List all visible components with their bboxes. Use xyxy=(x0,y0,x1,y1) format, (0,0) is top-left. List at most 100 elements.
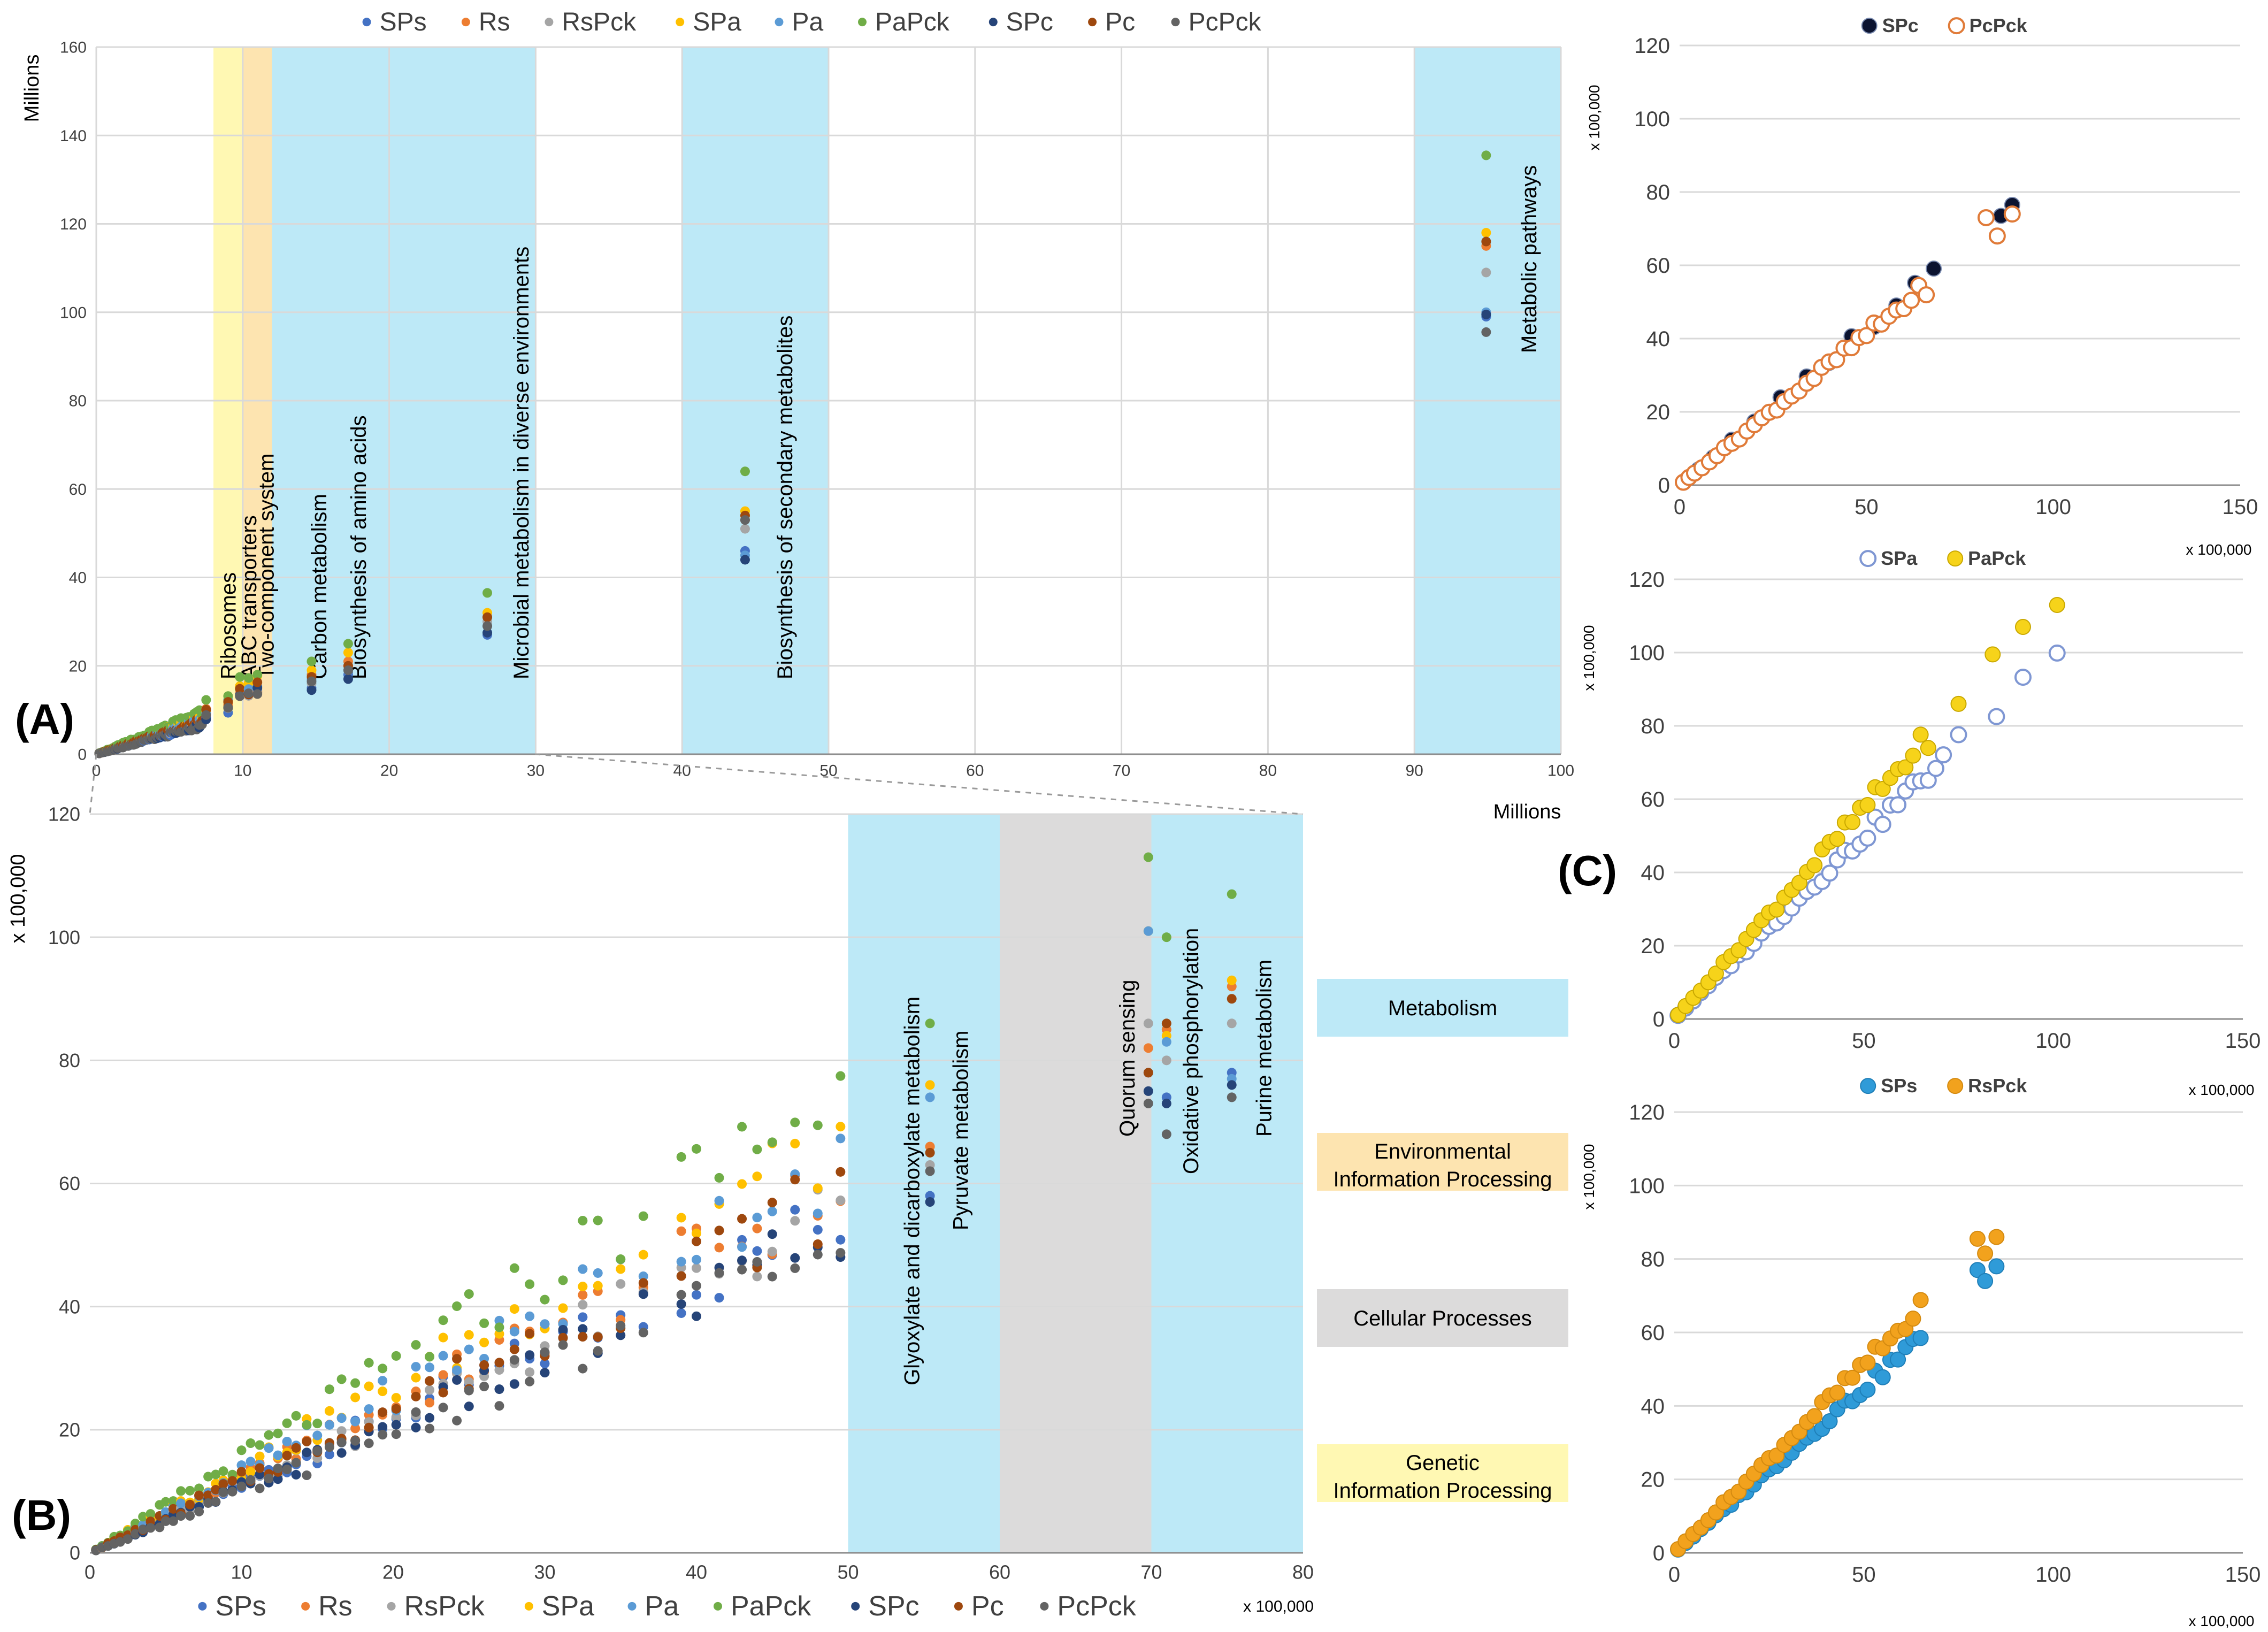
data-point-papck xyxy=(813,1120,823,1130)
data-point-pcpck xyxy=(752,1256,762,1267)
legend-label-papck: PaPck xyxy=(731,1591,811,1622)
data-point-pc xyxy=(218,1479,228,1489)
y-tick-label: 80 xyxy=(1641,1248,1665,1271)
data-point-pa xyxy=(236,1460,247,1470)
legend-marker-rspck xyxy=(387,1602,396,1611)
y-tick-label: 0 xyxy=(1653,1542,1665,1565)
y-tick-label: 40 xyxy=(59,1296,80,1317)
data-point-papck xyxy=(438,1315,448,1325)
data-point-pcpck xyxy=(836,1248,846,1258)
data-point-pcpck xyxy=(194,1506,204,1516)
legend-marker-spa xyxy=(1859,550,1877,568)
category-box xyxy=(1317,979,1568,1037)
data-point-spa xyxy=(752,1171,762,1182)
legend-label-papck: PaPck xyxy=(1968,547,2026,569)
x-tick-label: 10 xyxy=(234,762,251,780)
chart-c3: 0 20 40 60 80 100 120 0 50 100 150 x 100,000 x 100,0… xyxy=(1581,1075,2261,1629)
data-point-spc xyxy=(540,1368,550,1378)
data-point-pc xyxy=(425,1376,435,1386)
legend-marker-spc xyxy=(1861,18,1878,34)
data-point-spc xyxy=(737,1255,747,1266)
data-point-pc xyxy=(282,1451,292,1461)
band-label: Carbon metabolism xyxy=(308,494,331,679)
data-point-pc xyxy=(1481,236,1491,247)
data-point-pc xyxy=(168,1504,178,1514)
data-point-pcpck xyxy=(638,1328,648,1338)
category-label: Environmental xyxy=(1374,1140,1511,1163)
panel-label-c: (C) xyxy=(1558,847,1617,894)
data-point-spc xyxy=(425,1413,435,1423)
data-point-pcpck xyxy=(438,1403,448,1413)
data-point-papck xyxy=(1707,965,1724,982)
x-axis-title: x 100,000 xyxy=(2186,541,2252,558)
legend-label-papck: PaPck xyxy=(875,8,950,36)
data-point-pc xyxy=(227,1476,237,1486)
data-point-spa xyxy=(1935,746,1952,764)
data-point-papck xyxy=(291,1411,301,1421)
data-point-pcpck xyxy=(1481,327,1491,337)
data-point-rspck xyxy=(578,1300,588,1310)
data-point-pa xyxy=(638,1271,648,1281)
data-point-papck xyxy=(790,1117,800,1128)
legend-marker-papck xyxy=(858,18,867,27)
data-point-papck xyxy=(1897,759,1914,776)
y-tick-label: 100 xyxy=(1629,641,1665,665)
x-tick-label: 30 xyxy=(534,1561,555,1583)
data-point-spc xyxy=(525,1350,535,1360)
data-point-spa xyxy=(1889,796,1907,814)
legend-marker-pc xyxy=(1088,18,1097,27)
data-point-pa xyxy=(525,1311,535,1321)
data-point-papck xyxy=(336,1374,347,1384)
data-point-papck xyxy=(925,1018,935,1029)
data-point-pcpck xyxy=(255,1483,265,1493)
data-point-pcpck xyxy=(1161,1129,1171,1139)
legend-label-spc: SPc xyxy=(868,1591,919,1622)
legend-label-pc: Pc xyxy=(971,1591,1004,1622)
data-point-papck xyxy=(1920,740,1936,756)
data-point-sps xyxy=(540,1359,550,1369)
data-point-papck xyxy=(145,1509,156,1519)
data-point-spa xyxy=(246,1467,256,1477)
data-point-spa xyxy=(616,1264,626,1274)
data-point-rspck xyxy=(767,1246,777,1256)
x-tick-label: 0 xyxy=(85,1561,95,1583)
data-point-papck xyxy=(364,1358,374,1368)
data-point-papck xyxy=(482,588,493,598)
band-label: Biosynthesis of amino acids xyxy=(347,415,371,679)
data-point-rspck xyxy=(616,1279,626,1289)
category-label: Genetic xyxy=(1406,1451,1480,1475)
data-point-sps xyxy=(1969,1262,1986,1278)
data-point-papck xyxy=(302,1420,312,1430)
legend-marker-sps xyxy=(1860,1078,1876,1094)
band-label: ABC transporters xyxy=(237,515,261,679)
data-point-pcpck xyxy=(692,1281,701,1291)
data-point-pa xyxy=(925,1092,935,1102)
data-point-pc xyxy=(813,1239,823,1249)
y-axis-title: x 100,000 xyxy=(7,854,29,944)
data-point-pcpck xyxy=(168,1516,178,1526)
data-point-pc xyxy=(692,1236,701,1246)
data-point-papck xyxy=(282,1418,292,1428)
legend-marker-papck xyxy=(714,1602,722,1611)
data-point-papck xyxy=(378,1363,388,1374)
data-point-spc xyxy=(391,1420,401,1430)
data-point-rs xyxy=(676,1226,686,1236)
data-point-spc xyxy=(307,685,317,695)
data-point-pcpck xyxy=(155,1522,165,1533)
data-point-pcpck xyxy=(813,1250,823,1260)
data-point-rspck xyxy=(1977,1245,1994,1262)
data-point-papck xyxy=(1950,695,1967,712)
data-point-spa xyxy=(1481,228,1491,238)
data-point-papck xyxy=(264,1430,274,1440)
data-point-pcpck xyxy=(302,1470,312,1481)
data-point-rspck xyxy=(1227,1018,1237,1029)
data-point-rspck xyxy=(425,1385,435,1395)
data-point-pcpck xyxy=(509,1355,519,1365)
y-tick-label: 40 xyxy=(1641,1395,1665,1418)
data-point-pcpck xyxy=(1977,209,1995,226)
data-point-papck xyxy=(464,1289,474,1299)
data-point-rs xyxy=(1143,1043,1153,1053)
data-point-rspck xyxy=(1143,1018,1153,1029)
data-point-spa xyxy=(676,1213,686,1223)
